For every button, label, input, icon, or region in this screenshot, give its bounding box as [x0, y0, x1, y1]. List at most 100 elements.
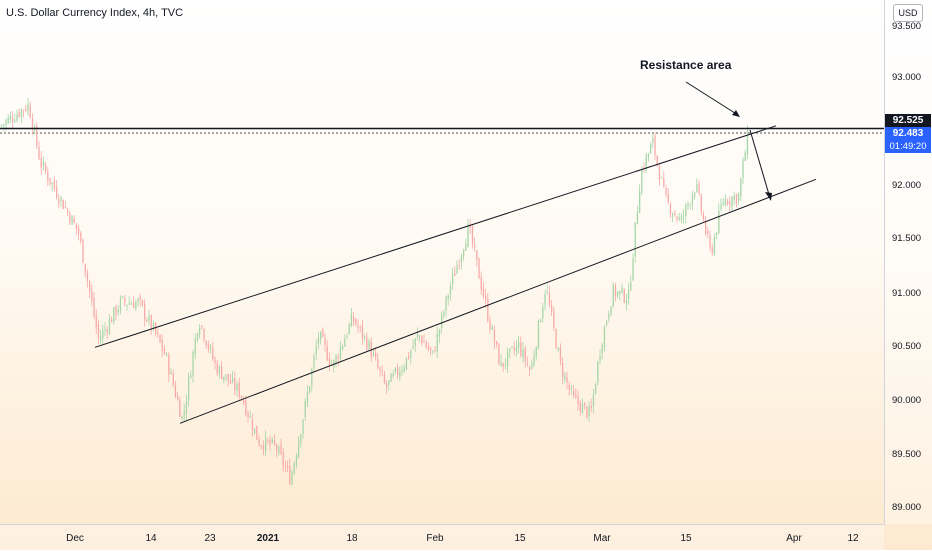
candle-up — [339, 346, 342, 359]
candle-down — [326, 346, 328, 361]
candle-down — [95, 314, 97, 328]
candle-up — [295, 455, 298, 465]
candle-up — [104, 328, 106, 331]
candle-down — [49, 177, 51, 184]
candle-up — [460, 255, 463, 263]
candle-up — [7, 117, 9, 123]
candle-up — [696, 184, 698, 192]
candle-up — [432, 350, 434, 352]
candle-down — [73, 218, 75, 223]
candle-down — [124, 297, 126, 303]
candle-up — [689, 204, 691, 206]
candle-down — [709, 234, 711, 248]
candle-up — [733, 195, 735, 200]
candle-up — [346, 335, 348, 337]
candle-up — [608, 313, 610, 320]
x-tick-label: 23 — [204, 533, 216, 544]
candle-down — [705, 220, 707, 234]
candle-down — [29, 104, 31, 118]
candle-down — [12, 118, 14, 122]
candle-down — [36, 125, 38, 146]
candle-up — [570, 388, 573, 390]
candle-down — [698, 183, 700, 194]
candle-down — [524, 348, 526, 362]
candle-down — [353, 316, 355, 322]
candle-down — [269, 439, 271, 445]
candle-down — [251, 419, 254, 431]
candle-down — [727, 200, 729, 205]
candle-up — [60, 197, 62, 201]
chart-area[interactable] — [0, 0, 884, 524]
candle-down — [337, 356, 339, 359]
candle-down — [256, 425, 258, 440]
candle-up — [192, 352, 194, 376]
candle-down — [262, 445, 265, 451]
candle-down — [489, 320, 491, 330]
candle-up — [449, 286, 452, 294]
candle-down — [287, 465, 289, 468]
candle-up — [509, 348, 511, 352]
candle-up — [309, 386, 311, 393]
candle-down — [280, 444, 282, 454]
candle-up — [628, 289, 630, 300]
x-tick-label: Feb — [426, 533, 444, 544]
candle-up — [9, 115, 12, 120]
candle-down — [203, 328, 205, 340]
candle-down — [155, 323, 157, 334]
candle-up — [661, 177, 663, 179]
lower-channel-line — [179, 178, 817, 424]
candle-down — [284, 466, 287, 468]
candle-up — [603, 326, 606, 348]
candle-up — [135, 301, 137, 310]
candle-down — [579, 402, 581, 412]
candle-down — [221, 366, 223, 379]
candle-down — [111, 318, 113, 323]
candle-down — [656, 155, 658, 164]
candle-up — [130, 303, 133, 305]
candle-up — [515, 345, 518, 352]
currency-button[interactable]: USD — [893, 4, 923, 22]
candle-down — [568, 384, 570, 390]
candle-up — [126, 304, 128, 306]
candle-up — [647, 153, 650, 157]
candle-up — [544, 294, 546, 305]
x-tick-label: 2021 — [256, 533, 280, 544]
candle-up — [185, 400, 188, 414]
candle-up — [491, 327, 493, 330]
candle-up — [687, 203, 689, 206]
candle-up — [595, 384, 597, 394]
candle-down — [243, 399, 245, 404]
candle-up — [196, 333, 199, 340]
candle-down — [496, 341, 498, 345]
candle-up — [1, 125, 3, 127]
candle-down — [179, 399, 181, 417]
resistance-annotation: Resistance area — [640, 58, 732, 72]
candle-down — [735, 194, 738, 203]
candle-up — [304, 400, 306, 418]
candle-up — [368, 340, 370, 349]
candle-down — [423, 341, 425, 343]
candle-down — [573, 391, 575, 396]
candle-up — [672, 214, 674, 216]
time-scale[interactable] — [0, 524, 884, 551]
candle-up — [438, 329, 441, 337]
last-price-tag: 92.483 01:49:20 — [885, 127, 931, 153]
candle-down — [31, 118, 34, 130]
y-tick-label: 93.500 — [892, 21, 922, 32]
candle-up — [306, 392, 309, 403]
candle-up — [713, 236, 716, 255]
candle-down — [238, 382, 240, 397]
candle-up — [232, 377, 234, 382]
x-tick-label: 18 — [346, 533, 358, 544]
candle-down — [258, 439, 260, 446]
candle-up — [416, 334, 419, 338]
candle-up — [507, 351, 509, 367]
price-chart[interactable] — [0, 0, 884, 524]
candle-down — [141, 300, 144, 306]
candle-down — [234, 378, 236, 391]
candle-down — [205, 340, 207, 346]
candle-up — [405, 357, 408, 369]
candle-down — [139, 296, 141, 300]
price-scale[interactable] — [884, 0, 932, 524]
annotation-arrows — [685, 81, 772, 201]
